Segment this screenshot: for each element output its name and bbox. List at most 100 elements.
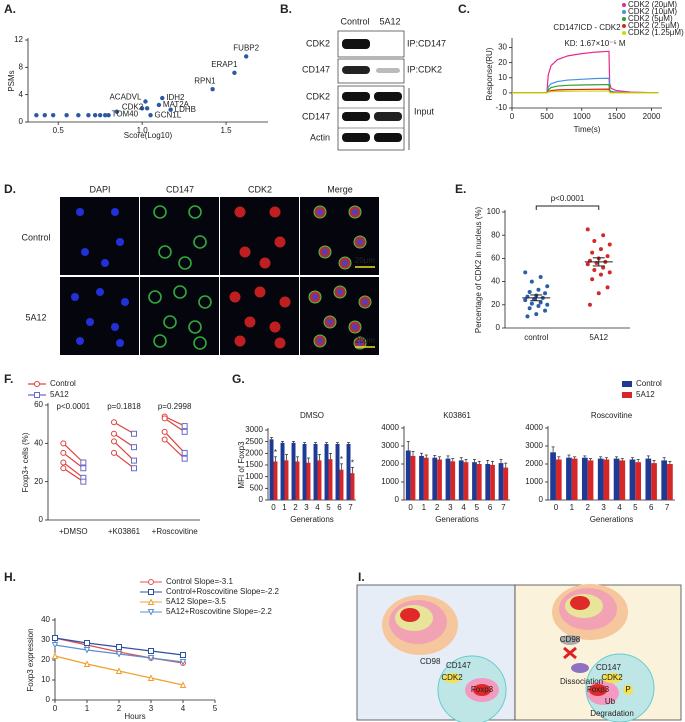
blot-band	[342, 92, 370, 101]
cell	[229, 291, 241, 303]
bar	[463, 462, 469, 500]
input-label: Input	[414, 106, 435, 116]
y-tick-label: 2000	[525, 459, 543, 468]
y-tick-label: 30	[41, 635, 50, 644]
x-tick-label: 4	[315, 503, 320, 512]
x-tick-label: 1000	[573, 112, 591, 121]
y-tick-label: 2000	[381, 459, 399, 468]
y-axis-label: Foxp3 expression	[26, 628, 35, 691]
point	[64, 112, 69, 118]
marker	[131, 444, 137, 451]
micrograph	[140, 277, 219, 355]
y-tick-label: 1000	[525, 477, 543, 486]
bar	[498, 463, 504, 500]
marker	[115, 651, 123, 658]
diagram-label: Dissociation	[560, 677, 603, 686]
legend-swatch	[622, 10, 626, 14]
bar	[555, 459, 562, 500]
panel-letter: C.	[458, 2, 470, 16]
point	[536, 287, 541, 292]
point	[545, 302, 550, 307]
blot-band	[376, 68, 400, 73]
y-tick-label: 0	[19, 117, 24, 126]
cell	[254, 286, 266, 298]
cell	[76, 208, 84, 216]
point	[607, 270, 612, 275]
point	[92, 112, 98, 118]
marker	[60, 465, 67, 472]
x-tick-label: 1	[570, 503, 575, 512]
cell	[317, 338, 323, 344]
y-tick-label: 1000	[245, 472, 263, 481]
x-tick-label: 2	[435, 503, 440, 512]
y-tick-label: 10	[498, 73, 507, 82]
point	[148, 112, 153, 118]
bar	[295, 461, 300, 500]
y-axis-label: MFI of Foxp3	[237, 441, 246, 489]
y-tick-label: 0	[395, 495, 400, 504]
y-tick-label: 1000	[381, 477, 399, 486]
bar	[317, 460, 322, 500]
legend-label: CDK2 (20μM)	[628, 0, 677, 9]
cell	[269, 321, 281, 333]
point	[529, 279, 534, 284]
cell	[244, 316, 256, 328]
y-tick-label: 60	[491, 254, 500, 263]
point	[543, 308, 548, 313]
legend-label: Control	[636, 379, 662, 388]
x-tick-label: 3	[448, 503, 453, 512]
annotation: p<0.0001	[551, 194, 585, 203]
marker	[147, 598, 155, 605]
pair-line	[164, 417, 186, 433]
cell	[111, 323, 119, 331]
bar	[291, 442, 296, 500]
point	[585, 262, 590, 267]
bar	[306, 462, 311, 500]
bar	[339, 469, 344, 500]
point	[605, 254, 610, 259]
point	[523, 270, 528, 275]
point-label: MAT2A	[163, 100, 190, 109]
column-label: DAPI	[89, 184, 110, 194]
bar	[335, 444, 340, 500]
point	[536, 303, 541, 308]
y-tick-label: 40	[34, 438, 43, 447]
pair-line	[113, 421, 135, 435]
y-tick-label: 80	[491, 230, 500, 239]
point	[523, 298, 528, 303]
y-tick-label: 40	[41, 615, 50, 624]
x-tick-label: 5	[475, 503, 480, 512]
y-tick-label: 60	[34, 400, 43, 409]
x-tick-label: 3	[149, 704, 154, 713]
pair-line	[62, 467, 84, 483]
blot-band	[342, 66, 370, 74]
marker	[34, 381, 40, 387]
micrograph	[220, 197, 299, 275]
cell	[153, 205, 167, 219]
point	[76, 112, 81, 118]
marker	[181, 449, 188, 456]
column-label: Control	[340, 16, 369, 26]
bar	[472, 462, 477, 500]
cell	[86, 318, 94, 326]
legend-label: CDK2 (10μM)	[628, 7, 677, 16]
significance-star: *	[274, 448, 277, 457]
bar	[445, 458, 451, 500]
legend-swatch	[622, 381, 632, 387]
marker	[111, 419, 117, 426]
legend-label: 5A12 Slope=-3.5	[166, 597, 226, 606]
y-tick-label: 0	[503, 88, 508, 97]
bar	[635, 462, 642, 500]
marker	[116, 644, 122, 650]
chart-title: Roscovitine	[591, 411, 633, 420]
y-tick-label: 20	[491, 300, 500, 309]
y-tick-label: 8	[19, 62, 24, 71]
bar	[458, 460, 464, 500]
point	[590, 250, 595, 255]
point-label: CDK2	[122, 102, 144, 111]
marker	[161, 415, 168, 422]
point-label: LDHB	[175, 105, 196, 114]
significance-bracket	[535, 205, 600, 210]
x-tick-label: 1	[85, 704, 90, 713]
cell	[274, 236, 286, 248]
